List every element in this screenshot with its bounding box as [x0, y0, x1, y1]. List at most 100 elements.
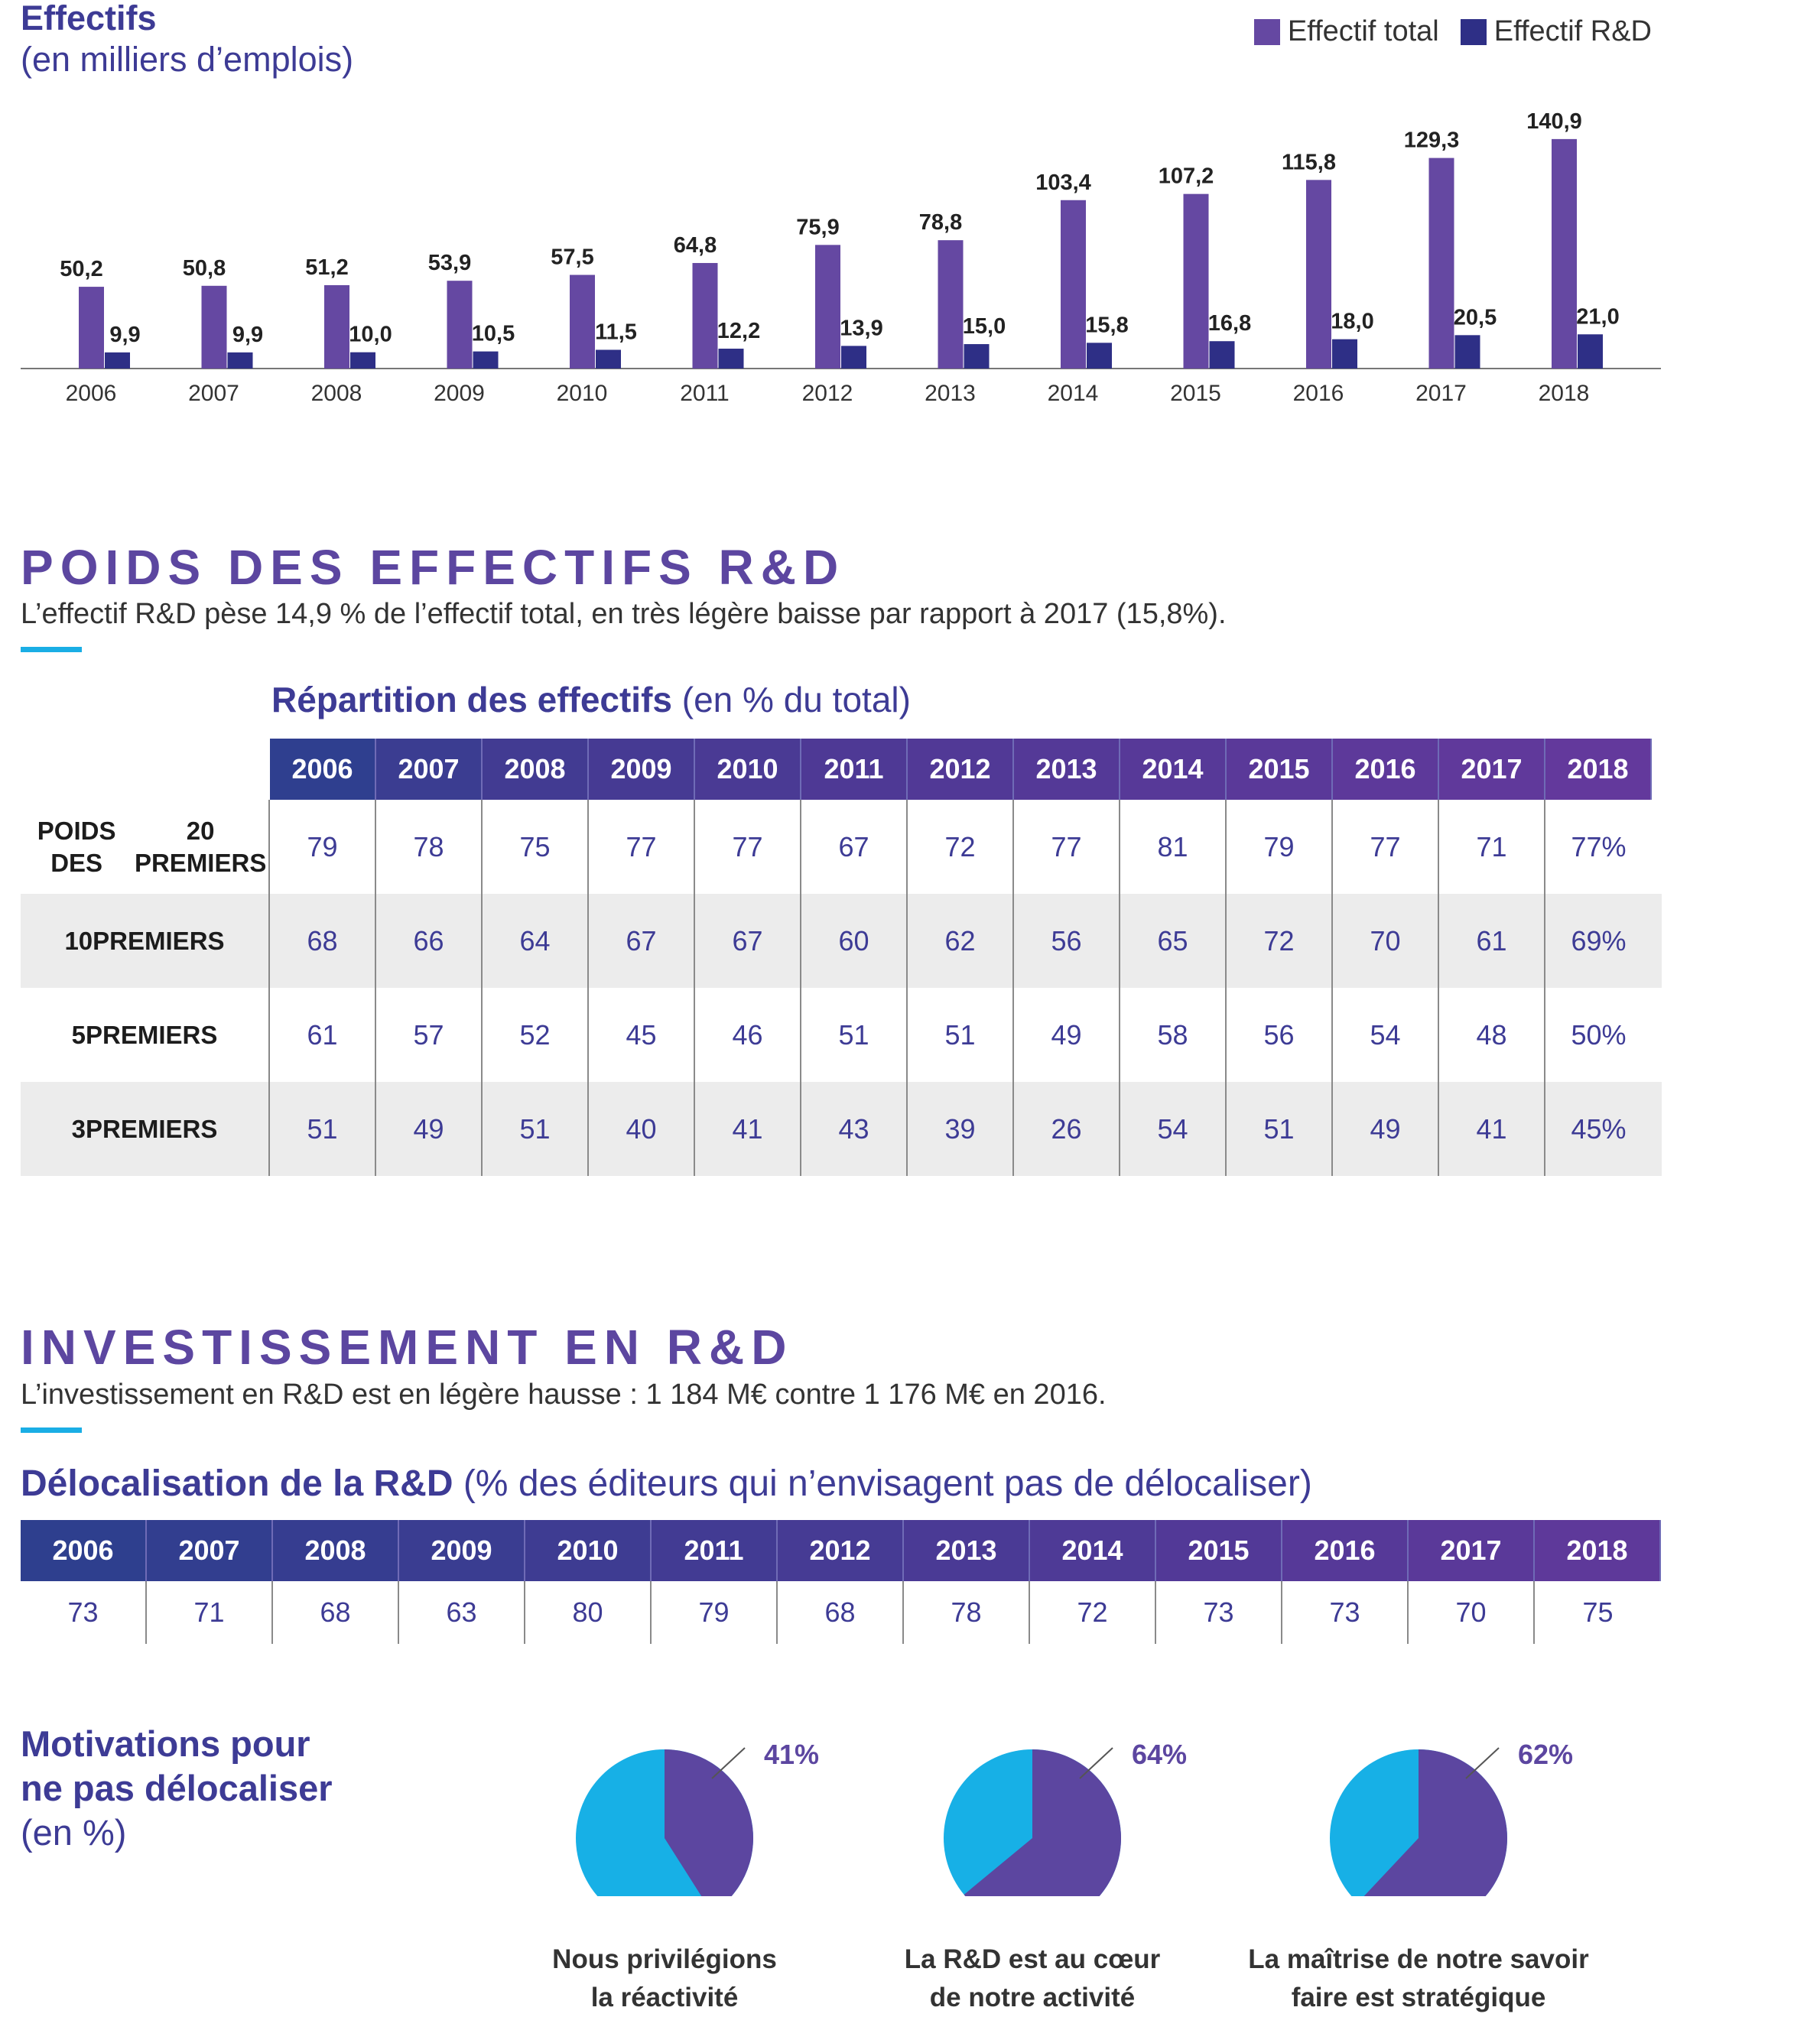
- repartition-cell: 61: [1439, 894, 1545, 988]
- delocalisation-cell: 72: [1030, 1581, 1156, 1644]
- data-label-total: 129,3: [1404, 128, 1460, 153]
- repartition-title-bold: Répartition des effectifs: [271, 680, 672, 719]
- x-tick-label: 2012: [802, 381, 853, 406]
- repartition-cell: 65: [1120, 894, 1227, 988]
- data-label-rd: 16,8: [1208, 311, 1251, 336]
- repartition-cell: 77: [589, 800, 695, 894]
- delocalisation-title-rest: (% des éditeurs qui n’envisagent pas de …: [453, 1463, 1312, 1504]
- delocalisation-header-year: 2014: [1030, 1520, 1156, 1581]
- pie-slice-value: [665, 1749, 753, 1896]
- poids-section-desc: L’effectif R&D pèse 14,9 % de l’effectif…: [21, 598, 1227, 630]
- bar-total: [201, 285, 227, 369]
- data-label-total: 107,2: [1159, 164, 1214, 189]
- repartition-cell: 77%: [1571, 830, 1627, 862]
- pie-caption: La maîtrise de notre savoir faire est str…: [1220, 1941, 1617, 2017]
- pie-percentage: 64%: [1132, 1739, 1188, 1770]
- delocalisation-cell: 70: [1409, 1581, 1535, 1644]
- repartition-header-year: 2014: [1120, 739, 1227, 800]
- bar-total: [692, 262, 718, 369]
- delocalisation-cell: 73: [21, 1581, 147, 1644]
- delocalisation-table-row: 73 71 68 63 80 79 68 78 72 73 73 70 75: [21, 1581, 1661, 1644]
- repartition-row-label: POIDS DES 20 PREMIERS: [21, 800, 270, 894]
- pie-caption-line2: faire est stratégique: [1291, 1983, 1546, 2012]
- data-label-rd: 15,0: [963, 314, 1006, 339]
- delocalisation-header-year: 2016: [1282, 1520, 1409, 1581]
- repartition-cell: 41: [1439, 1082, 1545, 1176]
- repartition-cell: 49: [1333, 1082, 1439, 1176]
- repartition-header-year: 2008: [483, 739, 589, 800]
- repartition-cell: 69%: [1571, 924, 1627, 957]
- bar-total: [79, 287, 104, 369]
- x-tick-label: 2016: [1293, 381, 1344, 406]
- data-label-rd: 9,9: [109, 323, 140, 347]
- motivations-title: Motivations pour ne pas délocaliser (en …: [21, 1722, 333, 1855]
- repartition-cell: 26: [1014, 1082, 1120, 1176]
- repartition-header-year: 2006: [270, 739, 376, 800]
- repartition-header-year: 2016: [1333, 739, 1439, 800]
- pie-caption-line2: la réactivité: [590, 1983, 739, 2012]
- data-label-total: 64,8: [674, 233, 717, 258]
- pie-chart: [1330, 1747, 1507, 1896]
- repartition-table-row: POIDS DES 20 PREMIERS 79 78 75 77 77 67 72 77 81 79…: [21, 800, 1662, 894]
- repartition-cell: 77: [695, 800, 801, 894]
- data-label-rd: 15,8: [1085, 313, 1128, 337]
- delocalisation-header-year: 2009: [399, 1520, 525, 1581]
- x-tick-label: 2008: [311, 381, 362, 406]
- repartition-cell: 61: [270, 988, 376, 1082]
- delocalisation-cell: 68: [778, 1581, 904, 1644]
- data-label-total: 50,2: [60, 257, 102, 281]
- repartition-row-label: 5 PREMIERS: [21, 988, 270, 1082]
- repartition-cell: 57: [376, 988, 483, 1082]
- data-label-total: 103,4: [1035, 171, 1091, 195]
- bar-rd: [473, 351, 499, 369]
- repartition-table-header: 2006 2007 2008 2009 2010 2011 2012 2013 2014 2015…: [270, 739, 1652, 800]
- bar-total: [570, 274, 595, 369]
- data-label-rd: 11,5: [595, 320, 637, 345]
- effectifs-bar-chart: 50,2 9,9 2006 50,8 9,9 2007 51,2 10,0 2008 53,9 10…: [21, 109, 1661, 406]
- bar-total: [938, 240, 964, 369]
- delocalisation-header-year: 2006: [21, 1520, 147, 1581]
- repartition-cell: 77: [1014, 800, 1120, 894]
- repartition-title-rest: (en % du total): [672, 680, 911, 719]
- bar-rd: [1087, 343, 1112, 369]
- bar-rd: [105, 352, 130, 369]
- pie-chart: [576, 1747, 753, 1896]
- invest-section-title: INVESTISSEMENT EN R&D: [21, 1320, 794, 1375]
- data-label-rd: 10,5: [472, 322, 515, 346]
- bar-rd: [350, 352, 375, 369]
- repartition-cell: 67: [801, 800, 908, 894]
- x-tick-label: 2018: [1539, 381, 1590, 406]
- repartition-cell: 48: [1439, 988, 1545, 1082]
- repartition-cell: 72: [908, 800, 1014, 894]
- pie-caption: Nous privilégions la réactivité: [466, 1941, 863, 2017]
- delocalisation-cell: 79: [652, 1581, 778, 1644]
- delocalisation-cell: 75: [1582, 1596, 1614, 1628]
- bar-total: [815, 245, 840, 369]
- bar-total: [1428, 158, 1454, 369]
- motivations-title-line2: ne pas délocaliser: [21, 1768, 333, 1808]
- repartition-table-row: 3 PREMIERS 51 49 51 40 41 43 39 26 54 51 49 41 45%: [21, 1082, 1662, 1176]
- pie-caption-line2: de notre activité: [929, 1983, 1136, 2012]
- repartition-cell: 45%: [1571, 1112, 1627, 1145]
- repartition-cell: 51: [908, 988, 1014, 1082]
- repartition-table-title: Répartition des effectifs (en % du total…: [271, 679, 911, 720]
- repartition-cell: 71: [1439, 800, 1545, 894]
- data-label-rd: 18,0: [1331, 310, 1373, 334]
- repartition-cell: 79: [1227, 800, 1333, 894]
- bar-rd: [1454, 335, 1480, 369]
- delocalisation-header-year: 2018: [1535, 1520, 1661, 1581]
- data-label-rd: 12,2: [717, 319, 760, 343]
- poids-section-rule: [21, 647, 82, 652]
- x-tick-label: 2013: [925, 381, 976, 406]
- legend-swatch-rd: [1460, 18, 1487, 45]
- repartition-cell: 46: [695, 988, 801, 1082]
- x-tick-label: 2007: [188, 381, 239, 406]
- repartition-cell: 67: [695, 894, 801, 988]
- repartition-cell: 77: [1333, 800, 1439, 894]
- repartition-header-year: 2009: [589, 739, 695, 800]
- repartition-cell: 54: [1120, 1082, 1227, 1176]
- bar-rd: [596, 349, 621, 369]
- x-tick-label: 2017: [1415, 381, 1467, 406]
- repartition-cell: 49: [376, 1082, 483, 1176]
- repartition-row-label: 3 PREMIERS: [21, 1082, 270, 1176]
